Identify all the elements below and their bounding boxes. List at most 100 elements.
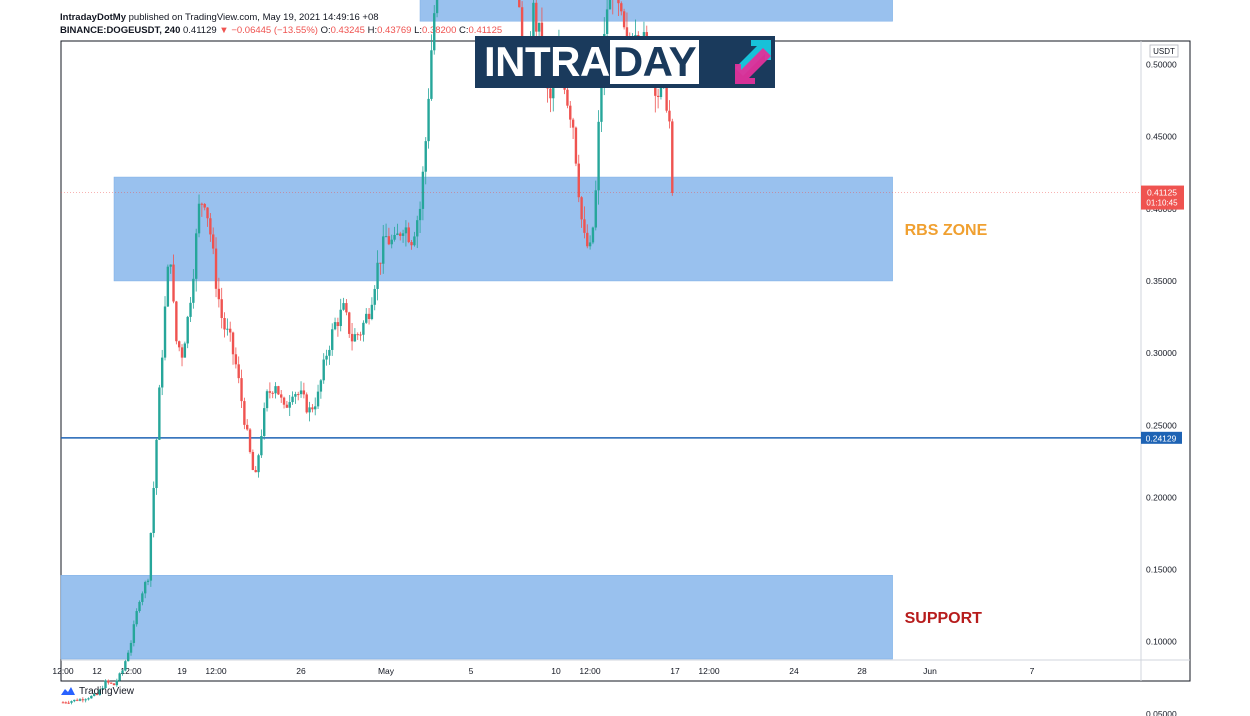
candle-body [549,88,552,99]
candle-body [379,262,382,264]
candle-body [112,683,116,686]
zone-label: RBS ZONE [905,222,988,239]
candle-body [200,203,204,205]
tradingview-cloud-icon [61,687,75,696]
countdown-label: 01:10:45 [1146,199,1178,208]
candle-body [87,698,90,700]
candle-body [98,689,102,695]
candle-body [416,220,419,237]
candle-body [285,404,289,408]
candle-body [407,227,410,243]
hline-price-label: 0.24129 [1146,433,1177,443]
candle-body [107,680,110,683]
candle-body [217,288,221,300]
candle-body [141,593,144,602]
candle-body [206,207,209,219]
y-tick-label: 0.35000 [1146,276,1177,286]
candle-body [362,322,365,335]
published-text: published on TradingView.com, May 19, 20… [128,12,379,23]
x-tick-label: 7 [1030,666,1035,676]
candle-body [322,359,325,381]
candle-body [518,0,521,8]
candle-body [656,95,660,97]
x-tick-label: 26 [296,666,306,676]
currency-badge [1149,44,1179,58]
logo-text-intra: INTRA [484,38,610,85]
high-value: 0.43769 [377,25,412,36]
candle-body [390,239,393,245]
zone-label: SUPPORT [905,610,983,627]
candle-body [319,380,323,392]
candle-body [418,208,422,221]
candle-body [566,89,569,106]
candle-body [373,288,376,305]
last-price-label: 0.41125 [1147,188,1177,198]
candle-body [314,406,317,410]
candle-body [668,110,671,122]
candle-body [305,394,308,413]
publisher-name[interactable]: IntradayDotMy [60,12,126,23]
candle-body [143,582,147,594]
x-tick-label: 10 [551,666,561,676]
candle-body [345,303,348,313]
x-tick-label: 12:00 [120,666,142,676]
candle-body [61,702,65,704]
candle-body [597,121,600,191]
x-tick-label: 17 [670,666,680,676]
candle-body [311,407,314,410]
candle-body [160,357,164,388]
candle-body [90,695,93,699]
y-tick-label: 0.15000 [1146,565,1177,575]
candle-body [622,11,626,28]
y-tick-label: 0.25000 [1146,420,1177,430]
x-tick-label: 12 [92,666,102,676]
candle-body [226,328,229,330]
candle-body [421,171,425,209]
candle-body [365,313,368,323]
candle-body [203,203,206,208]
x-tick-label: May [378,666,395,676]
candle-body [265,391,269,409]
tradingview-footer[interactable]: TradingView [60,686,134,697]
candle-body [316,391,320,407]
candle-body [384,236,388,238]
candle-body [163,306,167,358]
candle-body [353,334,357,342]
candle-body [243,401,246,425]
candle-body [424,141,427,172]
candle-body [132,624,136,643]
candle-body [308,407,311,413]
candle-body [591,227,595,243]
candle-body [569,105,572,120]
candle-body [192,278,195,303]
candle-body [81,699,85,701]
candle-body [194,233,198,279]
candle-body [350,333,354,342]
candle-body [331,329,334,350]
candle-body [608,0,612,10]
candle-body [152,487,155,533]
candle-body [410,242,413,246]
candle-body [594,190,597,228]
candle-body [359,334,362,336]
candle-body [237,364,240,379]
y-tick-label: 0.45000 [1146,132,1177,142]
candle-body [404,227,408,234]
candle-body [535,2,538,32]
candle-body [299,390,303,395]
x-tick-label: 24 [789,666,799,676]
candle-body [571,119,575,128]
candle-body [297,394,300,396]
open-label: O: [320,25,331,36]
candle-body [605,9,609,34]
candle-body [282,397,286,405]
candle-body [158,387,161,440]
candle-body [234,354,238,365]
candle-body [177,341,181,348]
candle-body [532,2,535,44]
candle-body [183,343,187,358]
candle-body [211,234,215,249]
x-tick-label: 19 [177,666,187,676]
x-tick-label: 12:00 [579,666,601,676]
